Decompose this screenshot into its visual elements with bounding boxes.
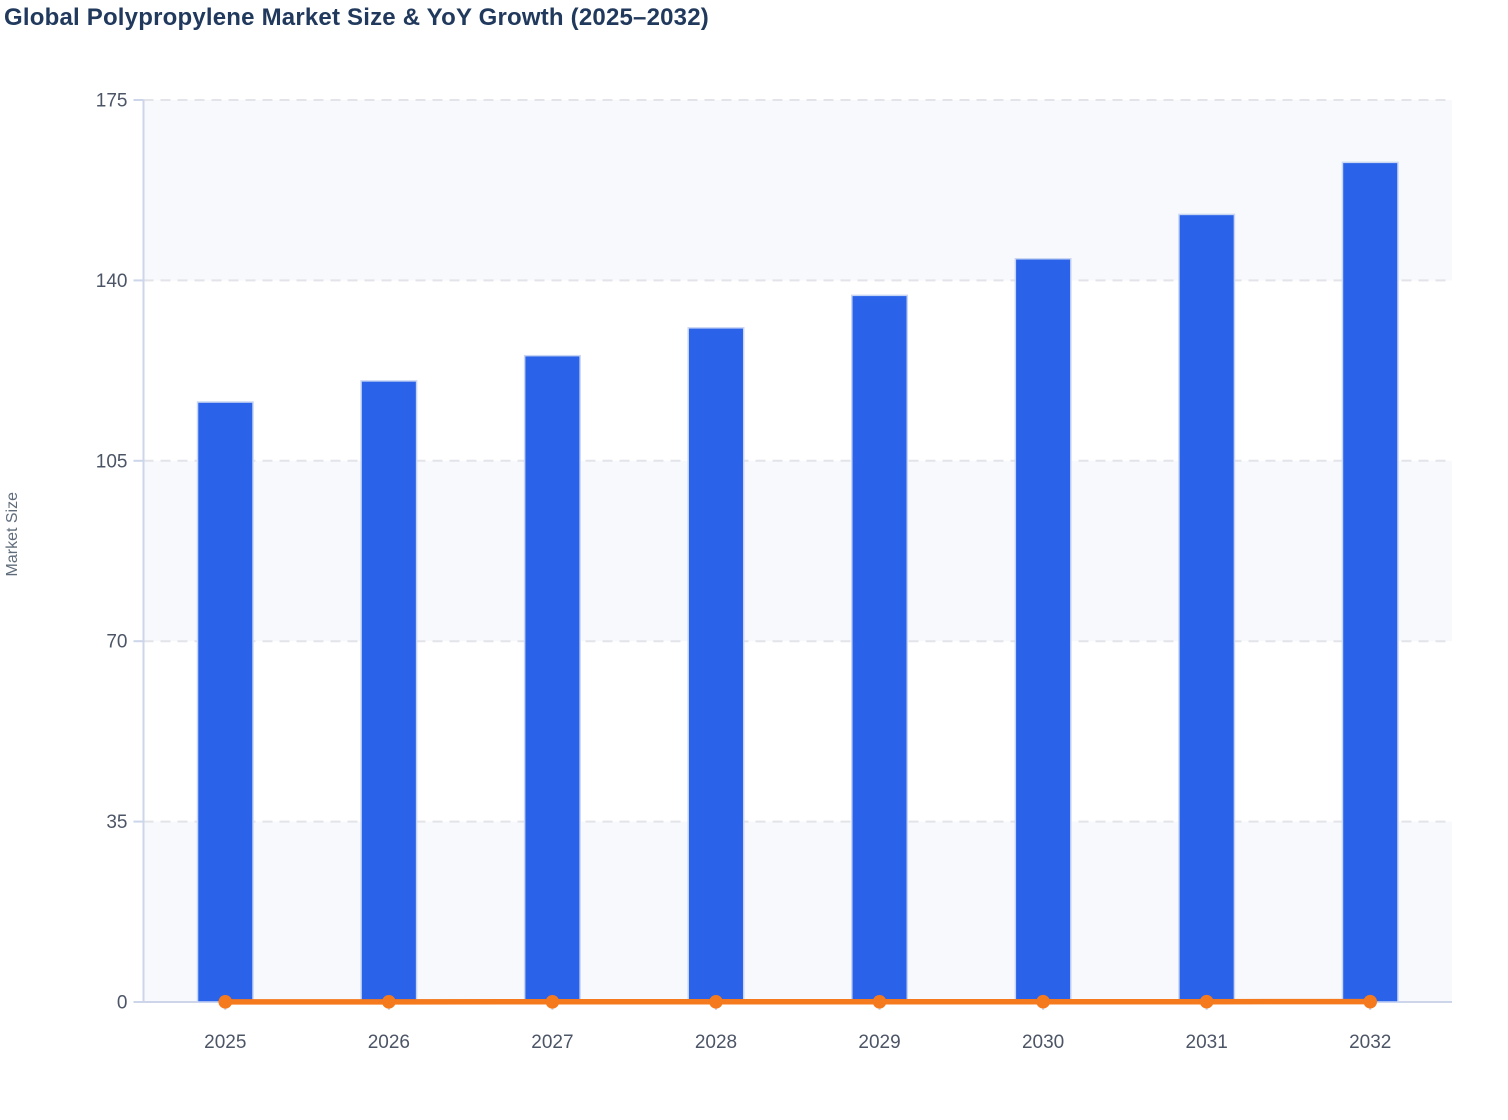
chart-title: Global Polypropylene Market Size & YoY G… — [4, 4, 709, 31]
market-size-bar-2029[interactable] — [851, 294, 909, 1003]
x-tick-label-2031: 2031 — [1186, 1032, 1228, 1053]
plot-band — [143, 821, 1452, 1002]
x-tick-label-2028: 2028 — [695, 1032, 737, 1053]
market-size-bar-2025[interactable] — [196, 401, 254, 1003]
y-tick-label-35: 35 — [106, 812, 127, 833]
market-size-bar-2031[interactable] — [1178, 213, 1236, 1003]
x-tick-label-2029: 2029 — [858, 1032, 900, 1053]
yoy-growth-point-2025[interactable] — [218, 995, 233, 1009]
yoy-growth-point-2030[interactable] — [1036, 994, 1050, 1009]
plot-band — [143, 460, 1452, 642]
x-tick-label-2027: 2027 — [531, 1032, 573, 1053]
x-tick-label-2030: 2030 — [1022, 1032, 1064, 1053]
yoy-growth-point-2028[interactable] — [709, 994, 723, 1009]
market-size-bar-2030[interactable] — [1014, 258, 1072, 1003]
y-tick-label-70: 70 — [106, 632, 127, 653]
x-tick-label-2026: 2026 — [368, 1032, 410, 1053]
market-size-bar-2026[interactable] — [360, 380, 418, 1003]
x-tick-label-2032: 2032 — [1349, 1032, 1391, 1053]
market-size-bar-2027[interactable] — [523, 354, 581, 1003]
x-tick-label-2025: 2025 — [204, 1032, 246, 1053]
yoy-growth-point-2031[interactable] — [1199, 994, 1214, 1009]
yoy-growth-point-2029[interactable] — [872, 994, 887, 1009]
y-tick-label-105: 105 — [96, 451, 128, 472]
y-tick-label-0: 0 — [117, 993, 128, 1014]
yoy-growth-point-2027[interactable] — [545, 994, 560, 1009]
market-size-bar-2028[interactable] — [687, 327, 745, 1003]
y-tick-label-140: 140 — [96, 271, 128, 292]
yoy-growth-point-2032[interactable] — [1363, 994, 1378, 1009]
plot-band — [143, 100, 1452, 281]
yoy-growth-point-2026[interactable] — [382, 995, 396, 1009]
y-tick-label-175: 175 — [96, 91, 128, 112]
market-size-bar-2032[interactable] — [1341, 161, 1399, 1003]
